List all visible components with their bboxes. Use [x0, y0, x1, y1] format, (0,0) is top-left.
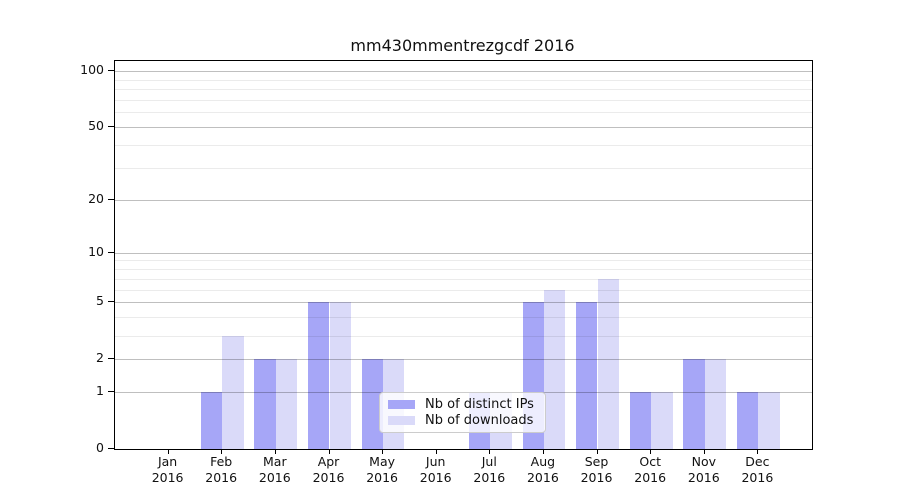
- chart-title: mm430mmentrezgcdf 2016: [350, 36, 575, 55]
- x-tick-mark: [596, 449, 598, 454]
- legend: Nb of distinct IPs Nb of downloads: [379, 392, 546, 433]
- bar-distinct-ips: [736, 392, 759, 449]
- x-tick-label: Sep 2016: [580, 454, 613, 485]
- x-tick-label: Jul 2016: [473, 454, 506, 485]
- y-tick-mark: [108, 391, 114, 393]
- bar-distinct-ips: [254, 359, 276, 449]
- x-tick-mark: [757, 449, 759, 454]
- y-tick-mark: [108, 448, 114, 449]
- bar-distinct-ips: [200, 392, 223, 449]
- x-tick-label: Feb 2016: [205, 454, 238, 485]
- x-tick-mark: [328, 449, 330, 454]
- x-tick-label: May 2016: [366, 454, 398, 485]
- y-tick-label: 100: [80, 62, 104, 77]
- x-tick-label: Apr 2016: [312, 454, 345, 485]
- x-tick-mark: [167, 449, 169, 454]
- x-tick-mark: [542, 449, 544, 454]
- x-tick-mark: [221, 449, 223, 454]
- legend-swatch-downloads-icon: [388, 416, 415, 426]
- bar-downloads: [329, 302, 351, 449]
- y-tick-label: 2: [96, 350, 104, 365]
- bars-layer: [115, 61, 812, 449]
- x-tick-mark: [489, 449, 491, 454]
- bar-downloads: [651, 392, 673, 449]
- bar-downloads: [597, 278, 619, 449]
- bar-distinct-ips: [683, 359, 705, 449]
- bar-downloads: [275, 359, 298, 449]
- y-tick-label: 50: [88, 118, 104, 133]
- y-tick-mark: [108, 301, 114, 303]
- legend-entry-downloads: Nb of downloads: [388, 413, 537, 428]
- x-tick-mark: [274, 449, 276, 454]
- x-tick-mark: [435, 449, 437, 454]
- y-tick-label: 1: [96, 383, 104, 399]
- y-tick-mark: [108, 358, 114, 359]
- bar-downloads: [543, 289, 566, 449]
- bar-downloads: [758, 392, 780, 449]
- x-tick-label: Oct 2016: [634, 454, 667, 485]
- x-tick-mark: [382, 449, 384, 454]
- y-tick-mark: [108, 70, 114, 71]
- y-tick-label: 20: [88, 190, 104, 206]
- x-tick-label: Jan 2016: [151, 454, 184, 485]
- bar-distinct-ips: [629, 392, 652, 449]
- legend-entry-distinct-ips: Nb of distinct IPs: [388, 397, 537, 412]
- legend-swatch-distinct-ips-icon: [388, 399, 415, 409]
- legend-label-downloads: Nb of downloads: [425, 413, 534, 429]
- y-tick-label: 10: [88, 243, 104, 259]
- bar-distinct-ips: [361, 359, 383, 449]
- y-tick-label: 0: [96, 440, 104, 455]
- x-tick-label: Aug 2016: [526, 454, 559, 485]
- bar-downloads: [704, 359, 727, 449]
- y-tick-mark: [108, 198, 114, 200]
- bar-distinct-ips: [576, 302, 598, 449]
- x-tick-label: Jun 2016: [419, 454, 452, 485]
- bar-downloads: [222, 335, 244, 449]
- bar-distinct-ips: [308, 302, 330, 449]
- y-tick-mark: [108, 126, 114, 127]
- x-tick-label: Mar 2016: [258, 454, 291, 485]
- x-tick-mark: [650, 449, 652, 454]
- y-tick-mark: [108, 251, 114, 253]
- legend-label-distinct-ips: Nb of distinct IPs: [425, 396, 534, 412]
- x-tick-label: Nov 2016: [687, 454, 720, 485]
- x-tick-mark: [703, 449, 705, 454]
- x-tick-label: Dec 2016: [741, 454, 774, 485]
- y-tick-label: 5: [96, 293, 104, 309]
